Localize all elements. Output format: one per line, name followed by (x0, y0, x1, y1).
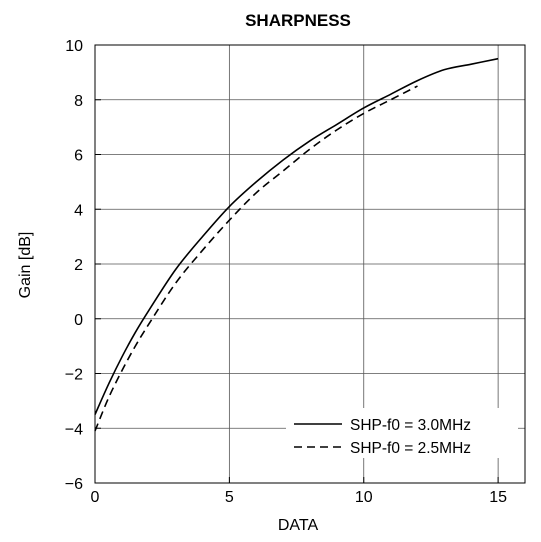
legend-background (286, 408, 518, 458)
y-tick-label: −2 (65, 367, 83, 384)
legend-label-3mhz: SHP-f0 = 3.0MHz (350, 417, 471, 434)
x-tick-label: 15 (489, 489, 507, 506)
x-tick-label: 5 (225, 489, 234, 506)
series-line-3mhz (94, 57, 499, 415)
x-tick-label: 10 (355, 489, 373, 506)
y-tick-label: 2 (74, 257, 83, 274)
series-line-2-5mhz (94, 85, 418, 432)
y-tick-label: 8 (74, 93, 83, 110)
legend: SHP-f0 = 3.0MHz SHP-f0 = 2.5MHz (286, 408, 518, 458)
y-tick-label: 0 (74, 312, 83, 329)
x-tick-label: 0 (91, 489, 100, 506)
axis-ticks: 0 5 10 15 −6 −4 −2 0 2 4 6 8 10 (65, 38, 507, 506)
y-tick-label: −4 (65, 421, 83, 438)
chart-title: SHARPNESS (245, 11, 351, 30)
y-tick-label: −6 (65, 476, 83, 493)
x-axis-label: DATA (278, 517, 319, 534)
y-axis-label: Gain [dB] (17, 232, 34, 299)
legend-label-2-5mhz: SHP-f0 = 2.5MHz (350, 440, 471, 457)
y-tick-label: 6 (74, 148, 83, 165)
y-tick-label: 10 (65, 38, 83, 55)
y-tick-label: 4 (74, 202, 83, 219)
series-lines (94, 57, 499, 432)
